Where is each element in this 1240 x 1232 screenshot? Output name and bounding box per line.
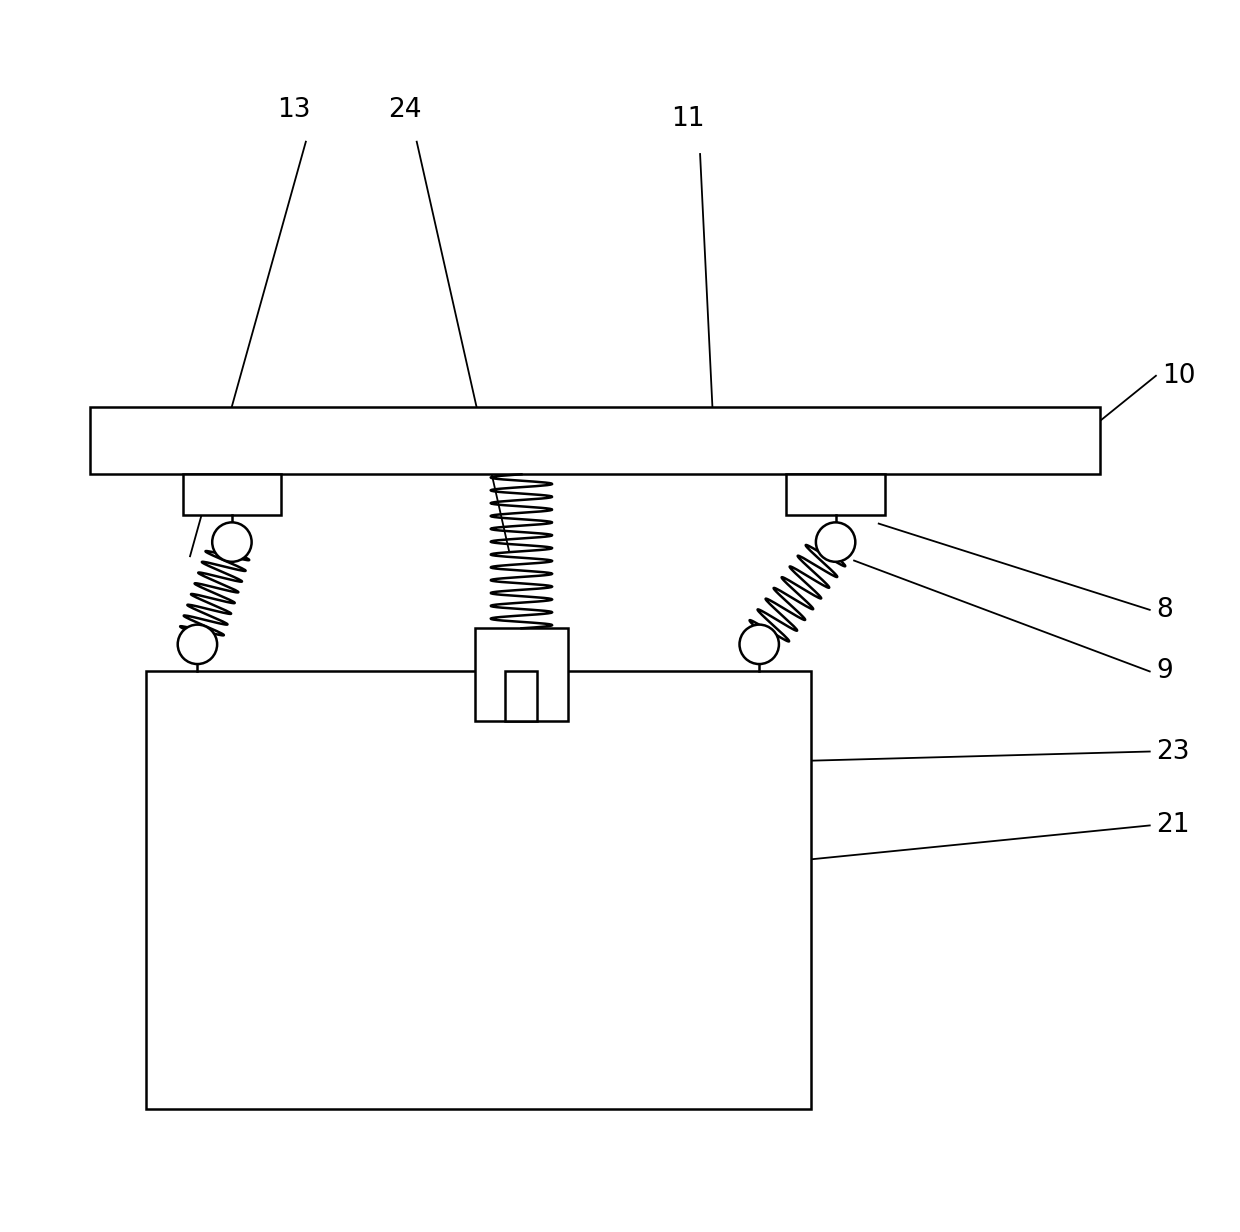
Text: 23: 23 [1156,738,1189,765]
Bar [475,628,568,721]
Circle shape [212,522,252,562]
Circle shape [739,625,779,664]
Bar [91,407,1100,474]
Circle shape [816,522,856,562]
Bar [145,671,811,1109]
Bar [786,474,885,515]
Bar [506,671,537,721]
Text: 13: 13 [277,97,310,123]
Text: 11: 11 [671,106,704,132]
Text: 9: 9 [1156,658,1173,685]
Text: 21: 21 [1156,812,1189,839]
Text: 24: 24 [388,97,422,123]
Text: 8: 8 [1156,596,1173,623]
Text: 10: 10 [1162,362,1195,389]
Bar [182,474,281,515]
Circle shape [177,625,217,664]
